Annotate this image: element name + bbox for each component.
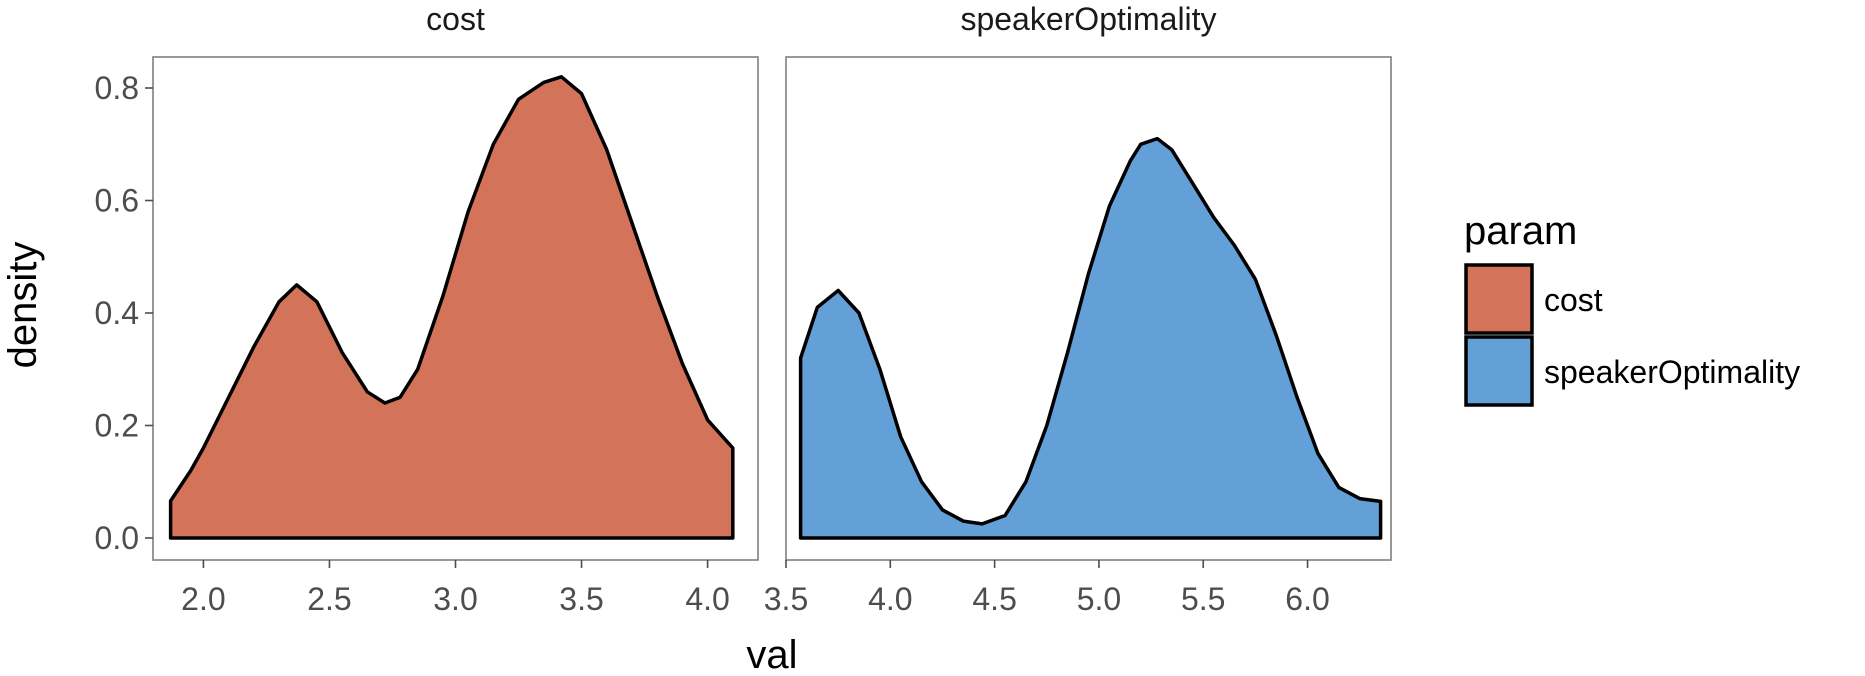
x-tick-label: 4.0: [868, 581, 912, 617]
strip-label-speakerOptimality: speakerOptimality: [960, 1, 1216, 37]
y-tick-label: 0.8: [95, 70, 139, 106]
x-tick-label: 6.0: [1285, 581, 1329, 617]
x-tick-label: 4.0: [685, 581, 729, 617]
y-tick-label: 0.4: [95, 295, 139, 331]
x-tick-label: 5.5: [1181, 581, 1225, 617]
x-tick-label: 3.5: [559, 581, 603, 617]
legend-label-cost: cost: [1544, 282, 1603, 318]
x-tick-label: 2.0: [181, 581, 225, 617]
density-area-speakerOptimality: [798, 136, 1383, 540]
y-tick-label: 0.2: [95, 408, 139, 444]
facet-panels: cost 2.0 2.5 3.0 3.5 4.0 speakerOptimality 3.5 4…: [152, 1, 1392, 617]
legend: param cost speakerOptimality: [1464, 209, 1800, 407]
density-area-cost: [168, 75, 735, 540]
y-tick-label: 0.6: [95, 183, 139, 219]
x-axis-title: val: [746, 633, 797, 676]
facet-panel-speakerOptimality: speakerOptimality 3.5 4.0 4.5 5.0 5.5 6.0: [764, 1, 1392, 617]
y-tick-label: 0.0: [95, 520, 139, 556]
legend-label-speakerOptimality: speakerOptimality: [1544, 354, 1800, 390]
x-tick-label: 2.5: [307, 581, 351, 617]
legend-title: param: [1464, 209, 1577, 253]
legend-key-cost: [1464, 263, 1534, 335]
y-axis-title: density: [1, 242, 45, 369]
strip-label-cost: cost: [426, 1, 485, 37]
y-axis: 0.0 0.2 0.4 0.6 0.8: [95, 70, 153, 556]
facet-panel-cost: cost 2.0 2.5 3.0 3.5 4.0: [152, 1, 759, 617]
x-tick-label: 3.0: [433, 581, 477, 617]
x-tick-label: 3.5: [764, 581, 808, 617]
x-tick-label: 4.5: [972, 581, 1016, 617]
legend-key-speakerOptimality: [1464, 335, 1534, 407]
x-tick-label: 5.0: [1077, 581, 1121, 617]
